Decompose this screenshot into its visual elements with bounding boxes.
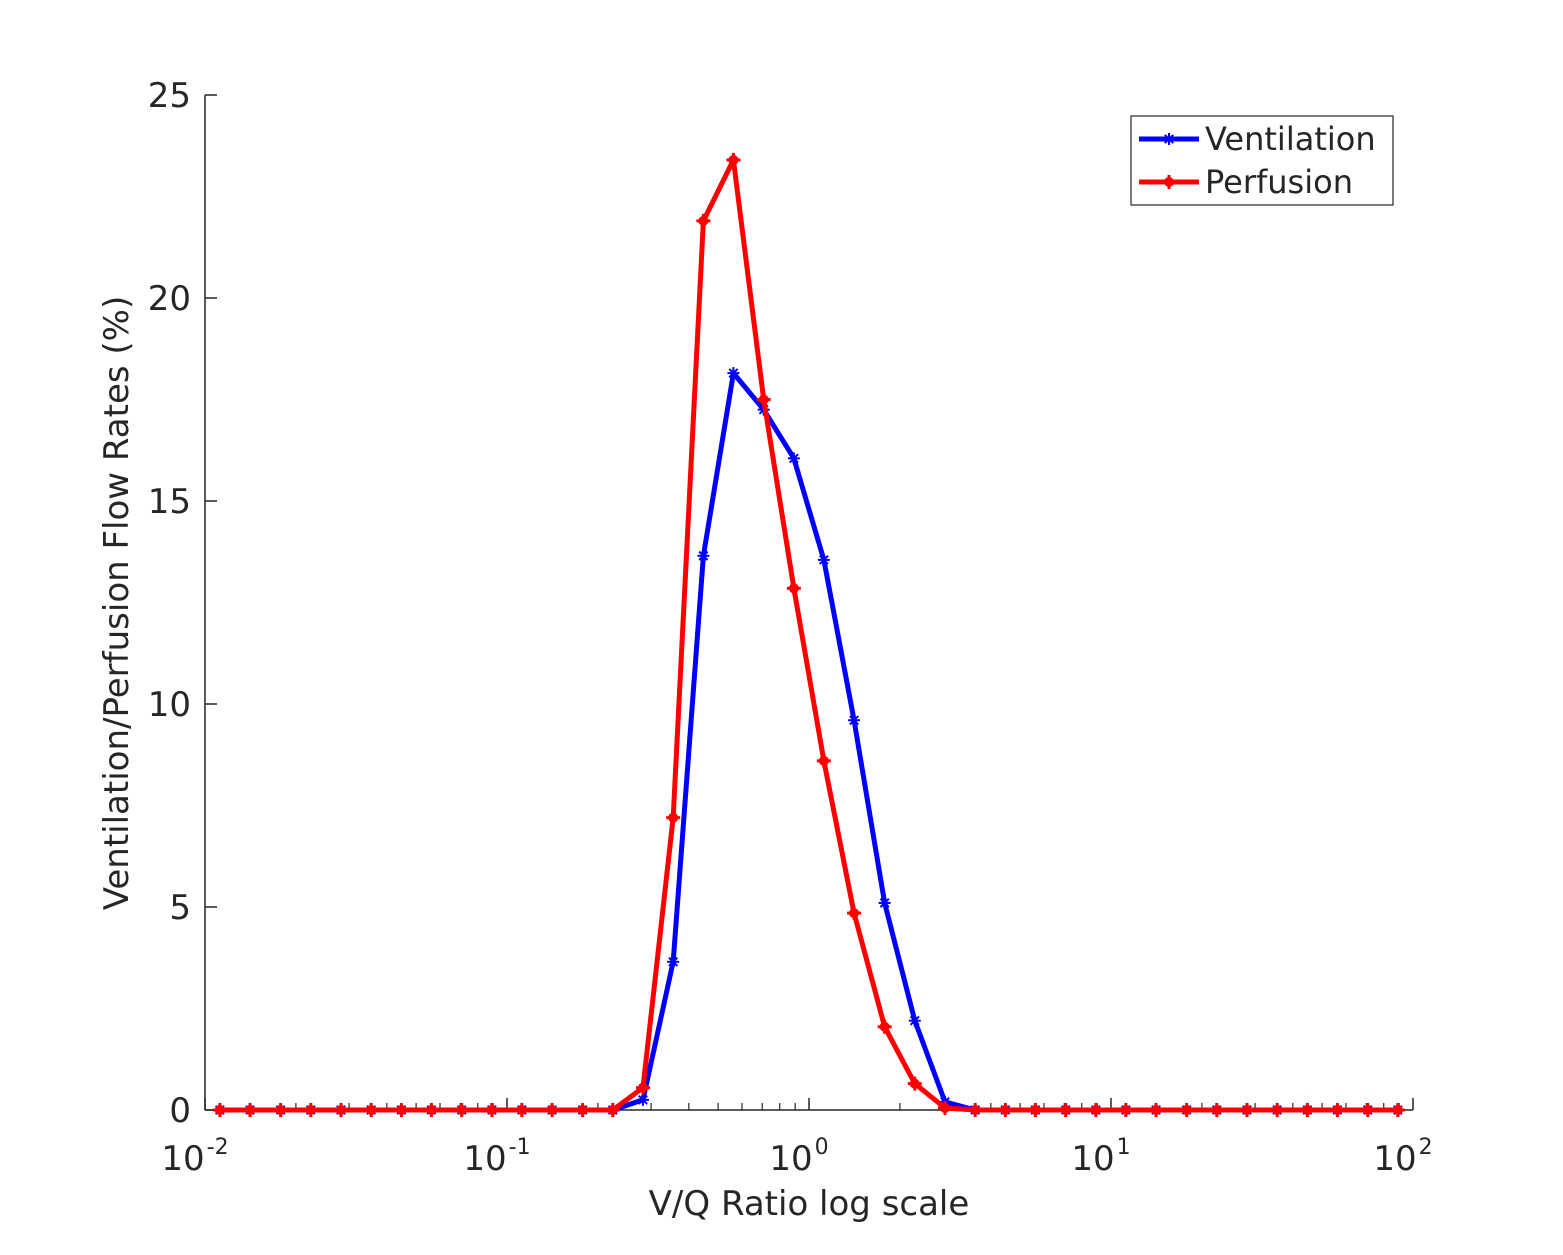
data-point-ventilation-d2: [788, 453, 799, 464]
legend-label-ventilation: Ventilation: [1205, 120, 1376, 158]
legend-item-ventilation: Ventilation: [1139, 120, 1376, 158]
legend: Ventilation Perfusion: [1130, 115, 1394, 206]
y-tick-label: 0: [169, 1091, 191, 1131]
legend-label-perfusion: Perfusion: [1205, 163, 1353, 201]
y-tick-label: 10: [148, 685, 191, 725]
data-point-ventilation-d2: [638, 1094, 648, 1105]
x-tick-label: 102: [1373, 1135, 1432, 1179]
axes-layer: 0 5 10 15 20 25 10-2 10-1 100 101 102: [148, 76, 1433, 1179]
x-tick-label: 10-1: [463, 1135, 530, 1179]
y-tick-label: 5: [169, 888, 191, 928]
x-axis-label: V/Q Ratio log scale: [649, 1184, 970, 1224]
legend-item-perfusion: Perfusion: [1139, 163, 1353, 201]
y-tick-label: 15: [148, 482, 191, 522]
data-point-ventilation-d2: [698, 550, 709, 561]
series-line-ventilation: [219, 370, 1398, 1113]
series-perfusion: [212, 152, 1405, 1117]
y-tick-label: 25: [148, 76, 191, 116]
x-tick-label: 10-2: [161, 1135, 228, 1179]
data-point-ventilation-d2: [728, 368, 739, 379]
data-point-ventilation-d2: [818, 554, 829, 565]
legend-box: [1130, 115, 1394, 206]
series-line-perfusion: [219, 157, 1398, 1113]
x-tick-label: 100: [769, 1135, 828, 1179]
data-point-ventilation-d2: [849, 715, 859, 726]
data-point-ventilation-d2: [668, 956, 679, 967]
y-axis-label: Ventilation/Perfusion Flow Rates (%): [97, 296, 137, 911]
series-layer: [212, 152, 1405, 1117]
y-tick-label: 20: [148, 279, 191, 319]
series-ventilation: [213, 367, 1404, 1116]
x-tick-label: 101: [1071, 1135, 1130, 1179]
legend-marker-ventilation-d2: [1164, 134, 1174, 144]
data-point-ventilation-d2: [909, 1015, 920, 1026]
data-point-ventilation-d2: [879, 898, 890, 908]
